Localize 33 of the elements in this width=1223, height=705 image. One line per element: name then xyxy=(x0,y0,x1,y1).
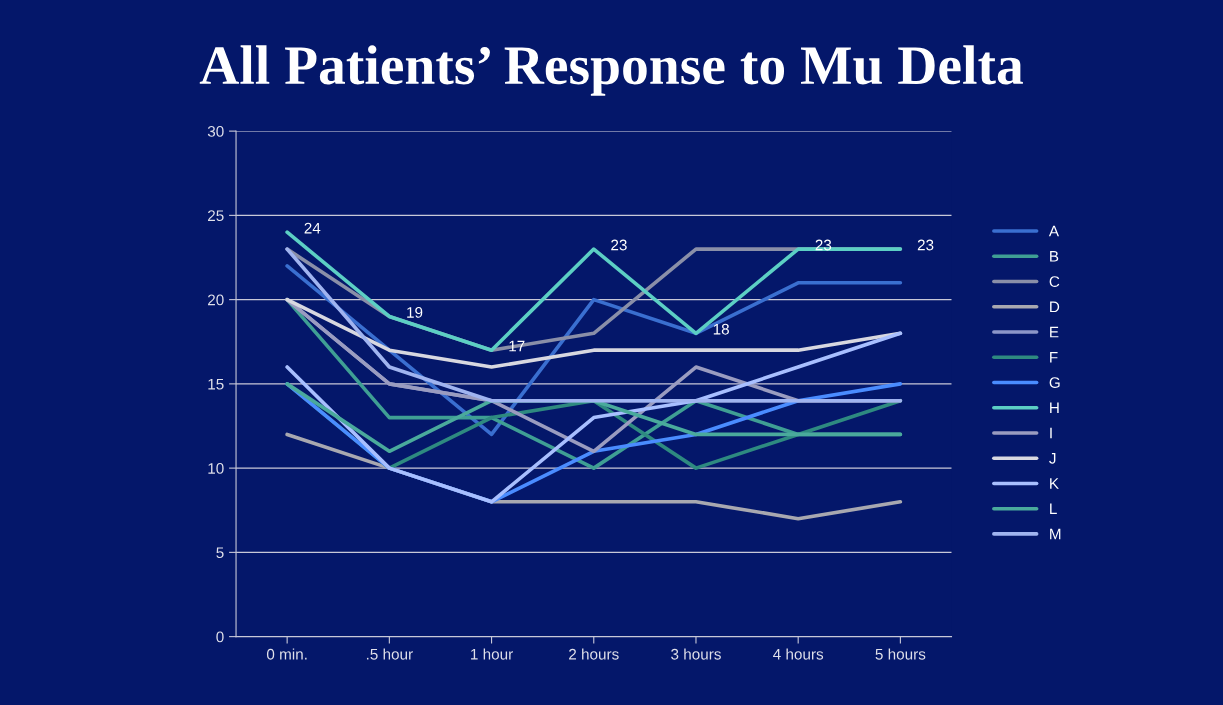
x-tick-label: 2 hours xyxy=(569,648,619,660)
legend-label: A xyxy=(1048,225,1060,237)
x-tick-label: 4 hours xyxy=(773,648,824,660)
legend-label: E xyxy=(1050,326,1059,338)
x-tick-label: .5 hour xyxy=(366,648,413,660)
y-tick-label: 30 xyxy=(207,126,224,137)
legend-label: B xyxy=(1050,251,1059,262)
y-tick-label: 10 xyxy=(208,462,224,474)
legend-label: L xyxy=(1050,503,1057,515)
legend-label: D xyxy=(1050,301,1060,313)
y-tick-label: 15 xyxy=(208,378,224,390)
legend-label: I xyxy=(1050,427,1052,439)
x-tick-label: 3 hours xyxy=(671,648,721,660)
data-label: 18 xyxy=(713,323,729,335)
data-label: 23 xyxy=(917,239,934,251)
x-tick-label: 5 hours xyxy=(875,648,926,660)
legend-label: C xyxy=(1049,276,1060,288)
y-tick-label: 20 xyxy=(208,294,224,306)
y-tick-label: 25 xyxy=(208,210,224,222)
legend-label: K xyxy=(1050,478,1059,489)
data-label: 23 xyxy=(611,239,627,251)
y-tick-label: 0 xyxy=(216,631,224,643)
chart-title: All Patients’ Response to Mu Delta xyxy=(199,45,1023,96)
legend-label: G xyxy=(1049,377,1060,388)
legend-label: H xyxy=(1050,402,1059,414)
legend-label: M xyxy=(1050,528,1061,540)
data-label: 19 xyxy=(407,306,423,318)
legend-label: F xyxy=(1050,352,1058,363)
x-tick-label: 1 hour xyxy=(471,648,513,660)
y-tick-label: 5 xyxy=(216,547,224,559)
data-label: 24 xyxy=(304,222,321,234)
legend-label: J xyxy=(1049,453,1056,464)
x-tick-label: 0 min. xyxy=(266,648,307,660)
